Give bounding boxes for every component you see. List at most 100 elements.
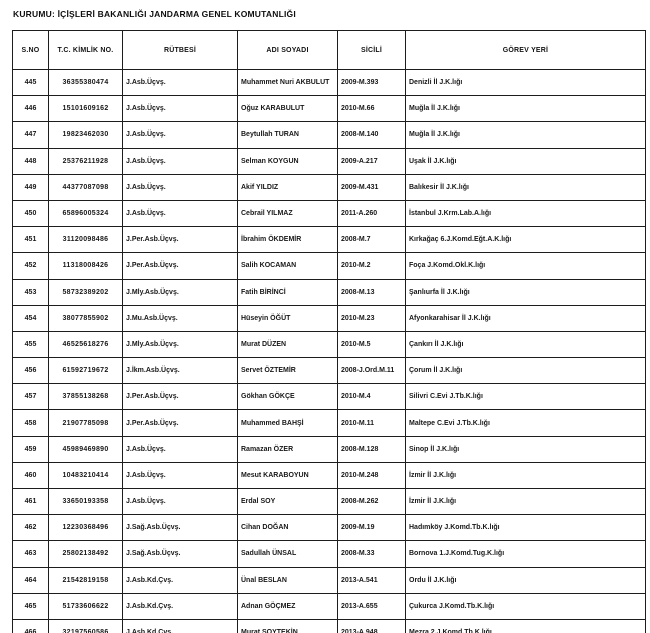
cell-tc-no: 65896005324 [48, 199, 123, 228]
table-row: 457 37855138268 J.Per.Asb.Üçvş. Gökhan G… [12, 383, 646, 411]
cell-name: Cihan DOĞAN [237, 514, 338, 542]
cell-registry: 2011-A.260 [337, 199, 406, 228]
cell-name: Salih KOCAMAN [237, 252, 338, 280]
table-row: 446 15101609162 J.Asb.Üçvş. Oğuz KARABUL… [12, 95, 646, 123]
cell-tc-no: 33650193358 [48, 487, 123, 516]
cell-duty-station: Çankırı İl J.K.lığı [405, 330, 646, 359]
table-body: 445 36355380474 J.Asb.Üçvş. Muhammet Nur… [12, 68, 646, 633]
cell-name: Murat DÜZEN [237, 330, 338, 359]
cell-name: Selman KOYGUN [237, 147, 338, 175]
cell-tc-no: 46525618276 [48, 330, 123, 359]
cell-registry: 2010-M.4 [337, 383, 406, 411]
cell-name: Beytullah TURAN [237, 121, 338, 149]
cell-registry: 2010-M.2 [337, 252, 406, 280]
table-row: 453 58732389202 J.Mly.Asb.Üçvş. Fatih Bİ… [12, 278, 646, 306]
cell-name: Erdal SOY [237, 487, 338, 516]
cell-registry: 2013-A.655 [337, 592, 406, 620]
cell-sno: 453 [12, 278, 49, 306]
cell-rank: J.Sağ.Asb.Üçvş. [122, 540, 238, 568]
cell-registry: 2010-M.11 [337, 409, 406, 437]
cell-rank: J.Mly.Asb.Üçvş. [122, 278, 238, 306]
cell-sno: 454 [12, 304, 49, 332]
cell-duty-station: Foça J.Komd.Okl.K.lığı [405, 252, 646, 280]
cell-tc-no: 19823462030 [48, 121, 123, 149]
cell-duty-station: İzmir İl J.K.lığı [405, 461, 646, 490]
cell-tc-no: 15101609162 [48, 95, 123, 123]
cell-registry: 2008-M.140 [337, 121, 406, 149]
cell-registry: 2013-A.541 [337, 566, 406, 594]
cell-rank: J.İkm.Asb.Üçvş. [122, 357, 238, 385]
cell-duty-station: Maltepe C.Evi J.Tb.K.lığı [405, 409, 646, 437]
cell-duty-station: Sinop İl J.K.lığı [405, 435, 646, 463]
cell-tc-no: 25376211928 [48, 147, 123, 175]
cell-name: Sadullah ÜNSAL [237, 540, 338, 568]
cell-tc-no: 21907785098 [48, 409, 123, 437]
cell-sno: 460 [12, 461, 49, 490]
table-row: 449 44377087098 J.Asb.Üçvş. Akif YILDIZ … [12, 173, 646, 201]
cell-rank: J.Asb.Üçvş. [122, 487, 238, 516]
column-header-duty-station: GÖREV YERİ [405, 30, 646, 70]
cell-name: Ünal BESLAN [237, 566, 338, 594]
table-row: 445 36355380474 J.Asb.Üçvş. Muhammet Nur… [12, 68, 646, 97]
cell-sno: 449 [12, 173, 49, 201]
cell-rank: J.Asb.Üçvş. [122, 199, 238, 228]
cell-name: Servet ÖZTEMİR [237, 357, 338, 385]
cell-sno: 448 [12, 147, 49, 175]
cell-sno: 452 [12, 252, 49, 280]
cell-registry: 2008-M.7 [337, 226, 406, 254]
cell-tc-no: 58732389202 [48, 278, 123, 306]
cell-rank: J.Asb.Üçvş. [122, 147, 238, 175]
cell-rank: J.Per.Asb.Üçvş. [122, 226, 238, 254]
cell-tc-no: 44377087098 [48, 173, 123, 201]
cell-tc-no: 10483210414 [48, 461, 123, 490]
cell-duty-station: Muğla İl J.K.lığı [405, 121, 646, 149]
cell-rank: J.Mu.Asb.Üçvş. [122, 304, 238, 332]
cell-duty-station: Ordu İl J.K.lığı [405, 566, 646, 594]
table-row: 463 25802138492 J.Sağ.Asb.Üçvş. Sadullah… [12, 540, 646, 568]
personnel-table: S.NO T.C. KİMLİK NO. RÜTBESİ ADI SOYADI … [12, 30, 646, 633]
cell-duty-station: Çukurca J.Komd.Tb.K.lığı [405, 592, 646, 620]
cell-rank: J.Per.Asb.Üçvş. [122, 383, 238, 411]
cell-tc-no: 36355380474 [48, 68, 123, 97]
cell-sno: 463 [12, 540, 49, 568]
cell-duty-station: Uşak İl J.K.lığı [405, 147, 646, 175]
cell-rank: J.Sağ.Asb.Üçvş. [122, 514, 238, 542]
cell-registry: 2008-M.33 [337, 540, 406, 568]
table-row: 447 19823462030 J.Asb.Üçvş. Beytullah TU… [12, 121, 646, 149]
table-row: 451 31120098486 J.Per.Asb.Üçvş. İbrahim … [12, 226, 646, 254]
table-row: 466 32197560586 J.Asb.Kd.Çvş. Murat SOYT… [12, 618, 646, 633]
table-row: 454 38077855902 J.Mu.Asb.Üçvş. Hüseyin Ö… [12, 304, 646, 332]
table-row: 458 21907785098 J.Per.Asb.Üçvş. Muhammed… [12, 409, 646, 437]
column-header-sno: S.NO [12, 30, 49, 70]
cell-rank: J.Asb.Üçvş. [122, 68, 238, 97]
cell-name: Hüseyin ÖĞÜT [237, 304, 338, 332]
cell-sno: 447 [12, 121, 49, 149]
cell-sno: 462 [12, 514, 49, 542]
cell-rank: J.Asb.Kd.Çvş. [122, 618, 238, 633]
table-row: 462 12230368496 J.Sağ.Asb.Üçvş. Cihan DO… [12, 514, 646, 542]
cell-registry: 2008-J.Ord.M.11 [337, 357, 406, 385]
cell-tc-no: 21542819158 [48, 566, 123, 594]
cell-duty-station: Çorum İl J.K.lığı [405, 357, 646, 385]
cell-rank: J.Asb.Üçvş. [122, 461, 238, 490]
table-row: 465 51733606622 J.Asb.Kd.Çvş. Adnan GÖÇM… [12, 592, 646, 620]
cell-name: Oğuz KARABULUT [237, 95, 338, 123]
cell-name: Gökhan GÖKÇE [237, 383, 338, 411]
cell-registry: 2009-M.393 [337, 68, 406, 97]
cell-tc-no: 32197560586 [48, 618, 123, 633]
cell-name: Fatih BİRİNCİ [237, 278, 338, 306]
cell-sno: 457 [12, 383, 49, 411]
cell-sno: 445 [12, 68, 49, 97]
cell-name: Muhammed BAHŞİ [237, 409, 338, 437]
cell-duty-station: Bornova 1.J.Komd.Tug.K.lığı [405, 540, 646, 568]
cell-tc-no: 12230368496 [48, 514, 123, 542]
cell-registry: 2009-M.19 [337, 514, 406, 542]
cell-duty-station: Muğla İl J.K.lığı [405, 95, 646, 123]
cell-rank: J.Asb.Üçvş. [122, 95, 238, 123]
cell-tc-no: 61592719672 [48, 357, 123, 385]
cell-duty-station: Kırkağaç 6.J.Komd.Eğt.A.K.lığı [405, 226, 646, 254]
table-row: 455 46525618276 J.Mly.Asb.Üçvş. Murat DÜ… [12, 330, 646, 359]
column-header-name: ADI SOYADI [237, 30, 338, 70]
cell-sno: 461 [12, 487, 49, 516]
cell-registry: 2009-M.431 [337, 173, 406, 201]
